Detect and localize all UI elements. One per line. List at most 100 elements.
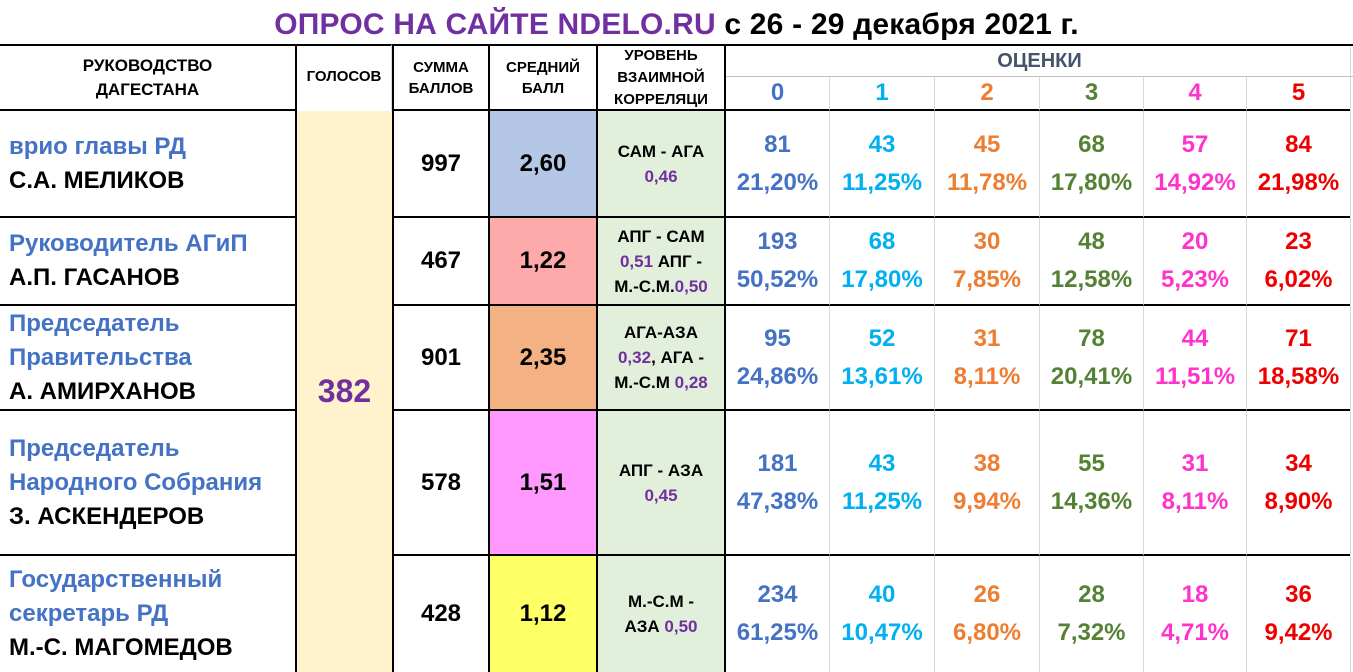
grade-count: 81 bbox=[764, 130, 791, 158]
grade-header-1-label: 1 bbox=[875, 79, 889, 106]
sum-cell: 428 bbox=[392, 556, 490, 672]
grade-count: 18 bbox=[1181, 581, 1209, 608]
grade-percent: 61,25% bbox=[736, 619, 819, 646]
grade-header-2-label: 2 bbox=[980, 79, 994, 106]
grade-percent: 8,11% bbox=[1161, 487, 1229, 515]
grade-percent: 8,11% bbox=[953, 362, 1021, 390]
correlation-cell: АГА-АЗА 0,32, АГА - М.-С.М 0,28 bbox=[598, 306, 726, 411]
grade-cell: 68 17,80% bbox=[1040, 111, 1144, 218]
grade-header-4-label: 4 bbox=[1188, 79, 1202, 106]
grade-cell: 43 11,25% bbox=[830, 411, 935, 556]
header-correlation: УРОВЕНЬ ВЗАИМНОЙ КОРРЕЛЯЦИ bbox=[598, 44, 726, 111]
grade-header-5-label: 5 bbox=[1291, 79, 1306, 106]
grade-percent: 5,23% bbox=[1160, 266, 1230, 293]
header-grades: ОЦЕНКИ bbox=[726, 44, 1353, 77]
grade-percent: 8,90% bbox=[1264, 487, 1333, 515]
sum-cell: 578 bbox=[392, 411, 490, 556]
sum-value: 578 bbox=[420, 468, 462, 496]
grade-percent: 11,25% bbox=[841, 168, 923, 196]
leader-row-1: врио главы РД С.А. МЕЛИКОВ bbox=[0, 111, 297, 218]
title-dates: с 26 - 29 декабря 2021 г. bbox=[724, 8, 1079, 41]
avg-cell: 1,51 bbox=[490, 411, 598, 556]
correlation-cell: АПГ - САМ 0,51 АПГ - М.-С.М.0,50 bbox=[598, 218, 726, 306]
grade-header-1: 1 bbox=[830, 77, 935, 111]
leader-row-5: Государственный секретарь РД М.-С. МАГОМЕ… bbox=[0, 556, 297, 672]
grade-cell: 95 24,86% bbox=[726, 306, 830, 411]
avg-cell: 1,22 bbox=[490, 218, 598, 306]
header-sum-label: СУММА БАЛЛОВ bbox=[408, 58, 474, 97]
grade-cell: 57 14,92% bbox=[1144, 111, 1247, 218]
grade-percent: 20,41% bbox=[1050, 362, 1133, 390]
leader-row-4: Председатель Народного Собрания З. АСКЕНД… bbox=[0, 411, 297, 556]
grade-cell: 181 47,38% bbox=[726, 411, 830, 556]
grade-count: 234 bbox=[757, 581, 798, 608]
grade-cell: 81 21,20% bbox=[726, 111, 830, 218]
grade-cell: 30 7,85% bbox=[935, 218, 1040, 306]
grade-cell: 84 21,98% bbox=[1247, 111, 1350, 218]
correlation-pair-2b: М.-С.М. bbox=[614, 276, 675, 296]
grade-cell: 234 61,25% bbox=[726, 556, 830, 672]
grade-count: 78 bbox=[1078, 324, 1105, 352]
grade-count: 26 bbox=[973, 581, 1001, 608]
correlation-pair: АГА-АЗА bbox=[624, 323, 698, 342]
correlation-cell: М.-С.М - АЗА 0,50 bbox=[598, 556, 726, 672]
header-votes: ГОЛОСОВ bbox=[297, 44, 392, 111]
grade-count: 45 bbox=[973, 130, 1001, 158]
grade-cell: 36 9,42% bbox=[1247, 556, 1350, 672]
grade-percent: 7,85% bbox=[952, 266, 1022, 293]
grade-count: 71 bbox=[1285, 324, 1312, 352]
sum-cell: 901 bbox=[392, 306, 490, 411]
grade-count: 28 bbox=[1078, 581, 1105, 608]
leader-name: М.-С. МАГОМЕДОВ bbox=[9, 634, 233, 661]
grade-count: 181 bbox=[757, 449, 798, 477]
grade-count: 43 bbox=[868, 449, 896, 477]
grade-cell: 55 14,36% bbox=[1040, 411, 1144, 556]
grade-percent: 47,38% bbox=[736, 487, 819, 515]
leader-role: Председатель Правительства bbox=[9, 309, 192, 371]
avg-value: 1,12 bbox=[519, 600, 567, 627]
grade-cell: 48 12,58% bbox=[1040, 218, 1144, 306]
avg-value: 1,22 bbox=[519, 247, 567, 274]
grade-percent: 24,86% bbox=[736, 362, 819, 390]
grade-cell: 34 8,90% bbox=[1247, 411, 1350, 556]
sheet-gridline bbox=[1350, 44, 1351, 672]
correlation-value: 0,51 bbox=[619, 251, 654, 271]
grade-percent: 11,25% bbox=[841, 487, 923, 515]
grade-percent: 11,78% bbox=[946, 168, 1028, 196]
correlation-pair-2b: АЗА bbox=[624, 617, 665, 636]
grade-cell: 38 9,94% bbox=[935, 411, 1040, 556]
grade-percent: 4,71% bbox=[1160, 619, 1230, 646]
header-leader: РУКОВОДСТВО ДАГЕСТАНА bbox=[0, 44, 297, 111]
sum-value: 428 bbox=[420, 600, 462, 627]
leader-row-3: Председатель Правительства А. АМИРХАНОВ bbox=[0, 306, 297, 411]
leader-role: врио главы РД bbox=[9, 132, 186, 160]
sum-value: 901 bbox=[420, 343, 462, 371]
grade-cell: 78 20,41% bbox=[1040, 306, 1144, 411]
grade-header-0-label: 0 bbox=[770, 79, 785, 106]
avg-cell: 1,12 bbox=[490, 556, 598, 672]
header-avg: СРЕДНИЙ БАЛЛ bbox=[490, 44, 598, 111]
sum-value: 997 bbox=[420, 149, 462, 177]
grade-percent: 10,47% bbox=[841, 619, 923, 646]
leader-name: С.А. МЕЛИКОВ bbox=[9, 166, 185, 194]
correlation-pair-2: АПГ - bbox=[653, 251, 703, 271]
grade-percent: 21,98% bbox=[1257, 168, 1340, 196]
grade-percent: 14,92% bbox=[1154, 168, 1236, 196]
grade-header-3: 3 bbox=[1040, 77, 1144, 111]
grade-count: 84 bbox=[1285, 130, 1312, 158]
leader-role: Государственный секретарь РД bbox=[9, 566, 223, 627]
correlation-value-2: 0,50 bbox=[664, 617, 698, 636]
grade-count: 68 bbox=[1078, 130, 1105, 158]
votes-total: 382 bbox=[297, 111, 392, 672]
grade-percent: 21,20% bbox=[736, 168, 819, 196]
grade-cell: 43 11,25% bbox=[830, 111, 935, 218]
header-correlation-label: УРОВЕНЬ ВЗАИМНОЙ КОРРЕЛЯЦИ bbox=[614, 46, 708, 108]
correlation-pair: АПГ - АЗА bbox=[618, 460, 704, 480]
title-site: ОПРОС НА САЙТЕ NDELO.RU bbox=[274, 8, 716, 41]
correlation-value: 0,32 bbox=[617, 348, 652, 367]
grade-percent: 11,51% bbox=[1154, 362, 1236, 390]
grade-cell: 193 50,52% bbox=[726, 218, 830, 306]
grade-count: 52 bbox=[868, 324, 896, 352]
avg-value: 2,35 bbox=[519, 343, 567, 371]
grade-cell: 44 11,51% bbox=[1144, 306, 1247, 411]
